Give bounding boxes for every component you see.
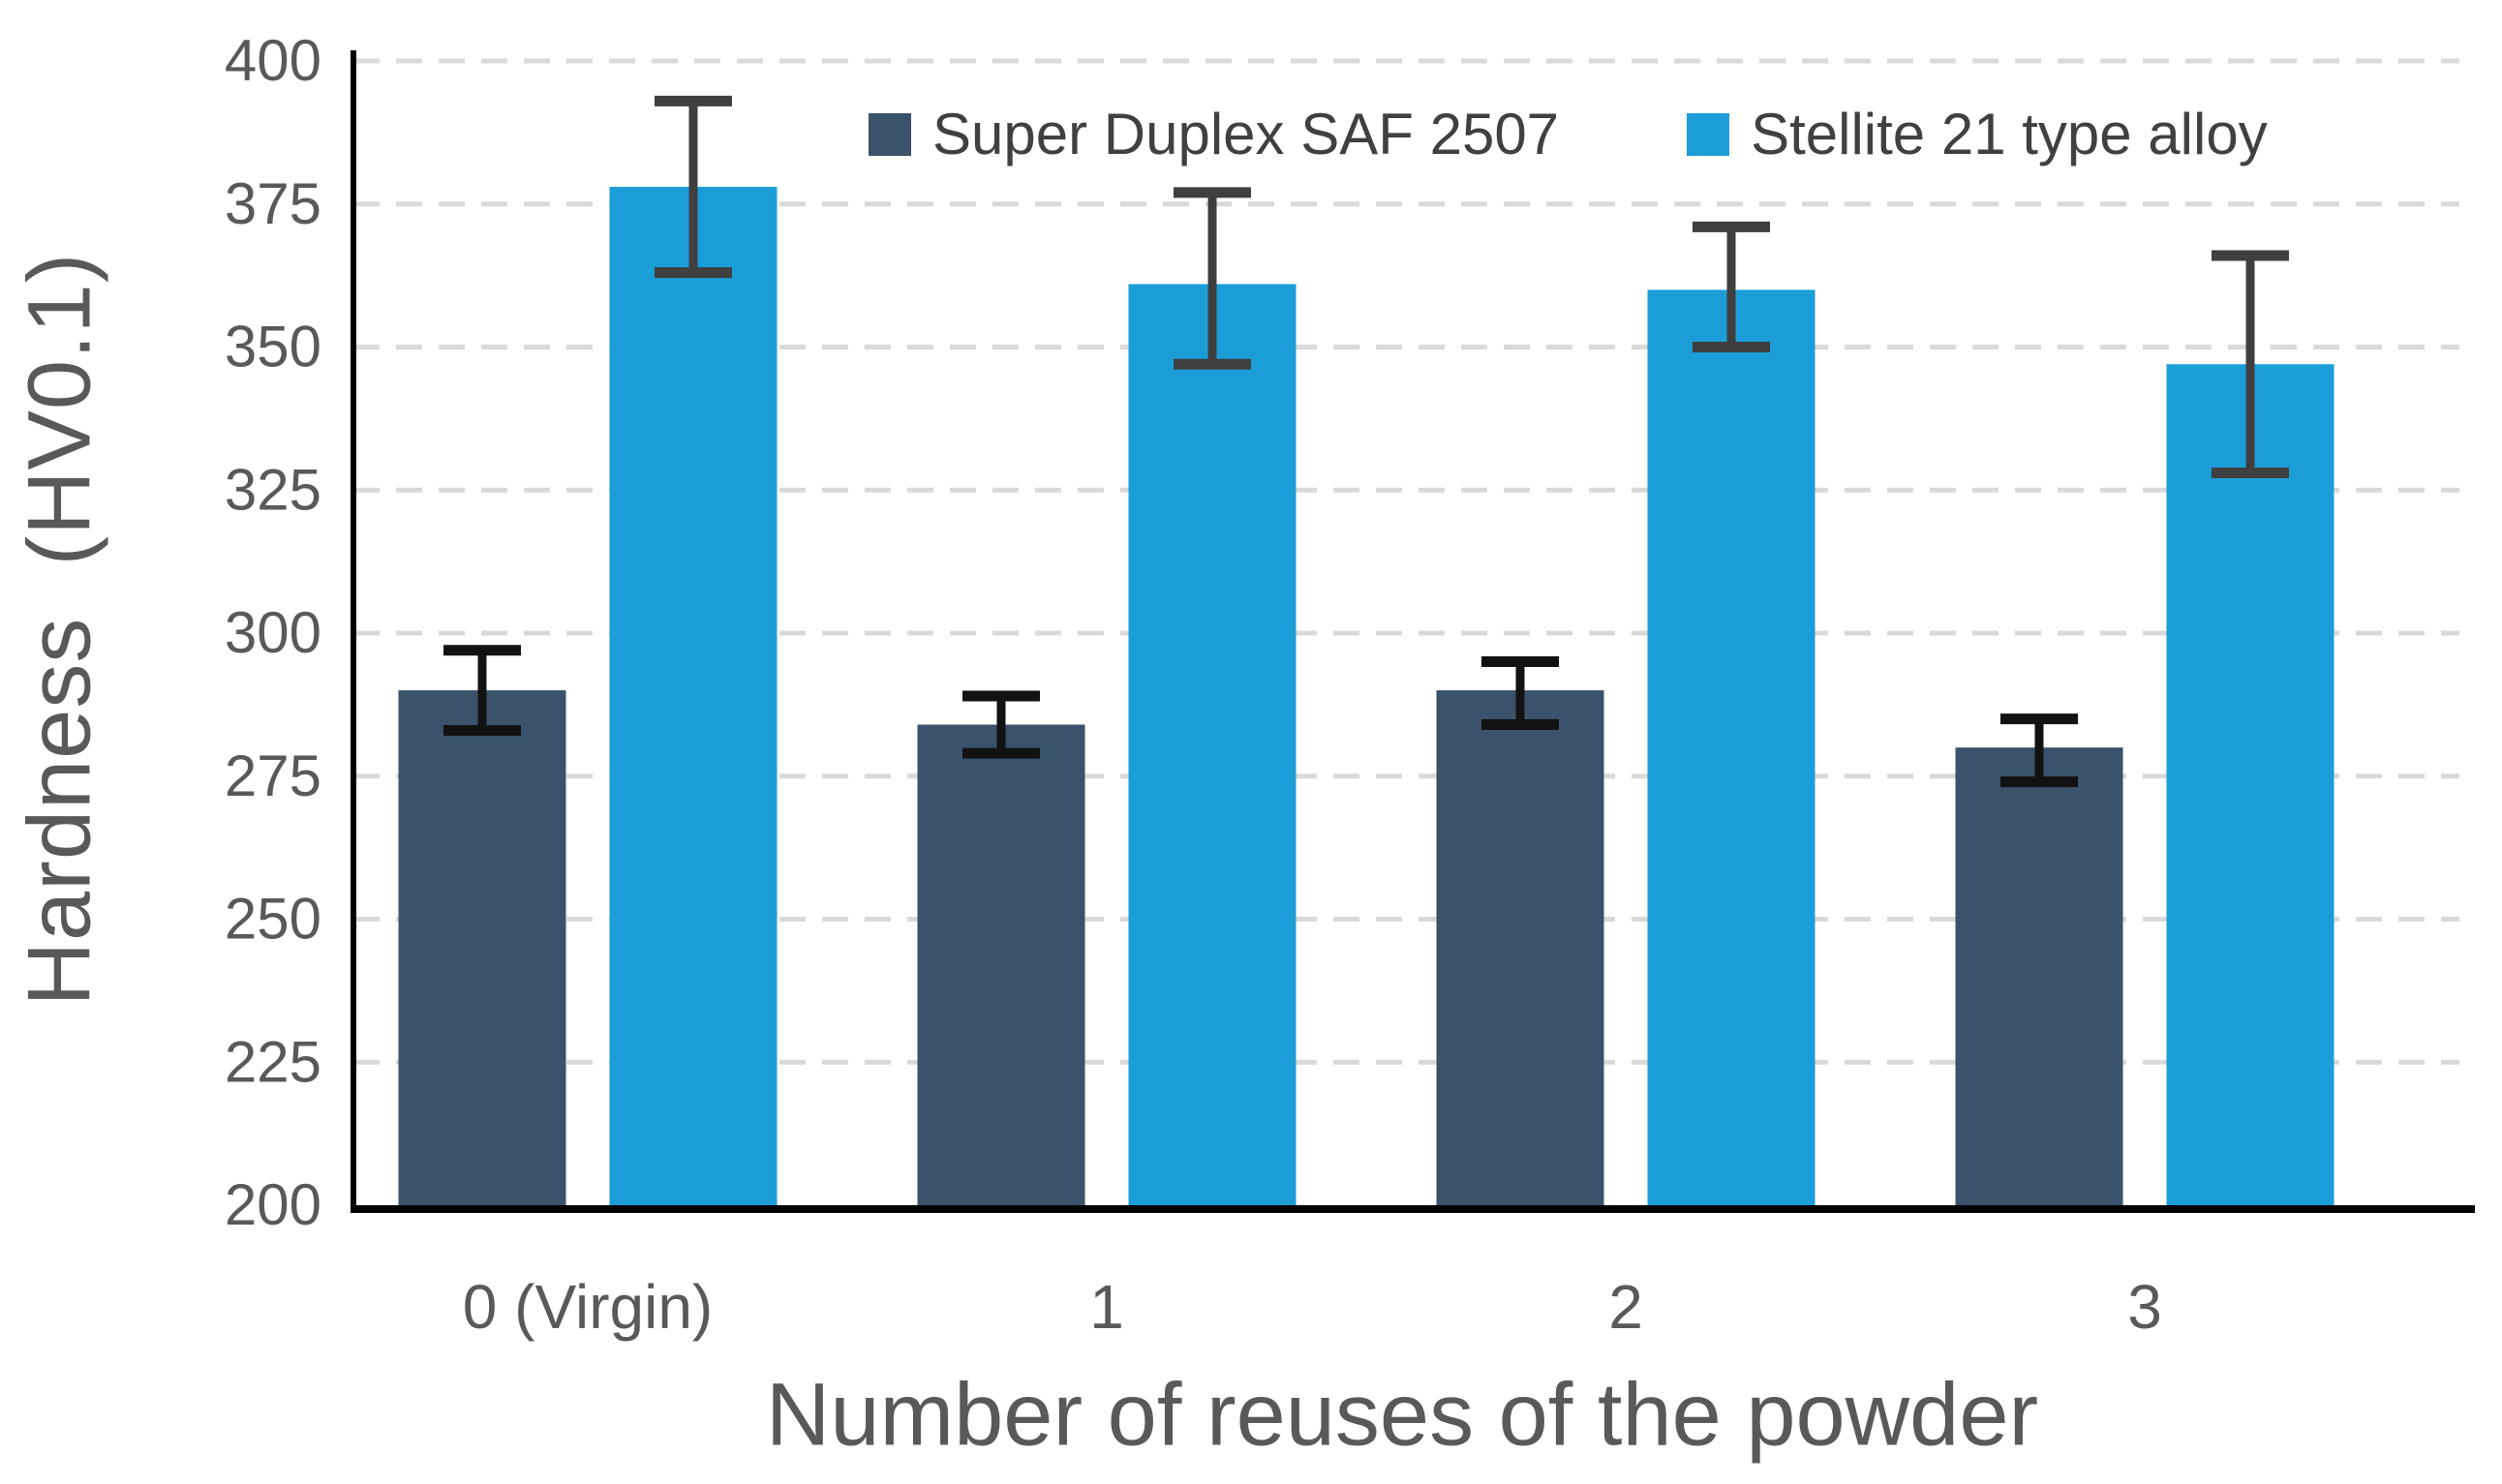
bar-stellite-1 <box>1128 284 1297 1209</box>
y-tick-label-275: 275 <box>225 743 321 808</box>
bar-stellite-0 <box>609 187 778 1209</box>
x-category-label-0: 0 (Virgin) <box>463 1272 713 1342</box>
y-axis-title: Hardness (HV0.1) <box>10 252 109 1007</box>
y-tick-label-300: 300 <box>225 600 321 665</box>
y-tick-label-350: 350 <box>225 315 321 379</box>
x-axis-title: Number of reuses of the powder <box>765 1365 2039 1465</box>
y-tick-label-225: 225 <box>225 1029 321 1094</box>
y-tick-label-375: 375 <box>225 171 321 236</box>
legend-swatch-super-duplex <box>869 112 911 156</box>
bar-super-duplex-2 <box>1436 690 1604 1209</box>
legend-label-stellite: Stellite 21 type alloy <box>1751 102 2268 167</box>
bar-super-duplex-0 <box>398 690 566 1209</box>
y-tick-label-200: 200 <box>225 1172 321 1237</box>
bar-stellite-3 <box>2166 364 2334 1210</box>
legend: Super Duplex SAF 2507 Stellite 21 type a… <box>869 101 2268 167</box>
bar-super-duplex-1 <box>917 724 1085 1209</box>
x-category-label-1: 1 <box>1089 1272 1124 1342</box>
bar-super-duplex-3 <box>1955 747 2123 1209</box>
x-category-label-3: 3 <box>2127 1272 2162 1342</box>
legend-swatch-stellite <box>1687 112 1730 156</box>
bar-stellite-2 <box>1647 289 1815 1209</box>
y-tick-label-325: 325 <box>225 457 321 522</box>
y-tick-label-400: 400 <box>225 28 321 93</box>
x-category-label-2: 2 <box>1608 1272 1643 1342</box>
y-tick-label-250: 250 <box>225 887 321 952</box>
legend-label-super-duplex: Super Duplex SAF 2507 <box>932 102 1560 167</box>
